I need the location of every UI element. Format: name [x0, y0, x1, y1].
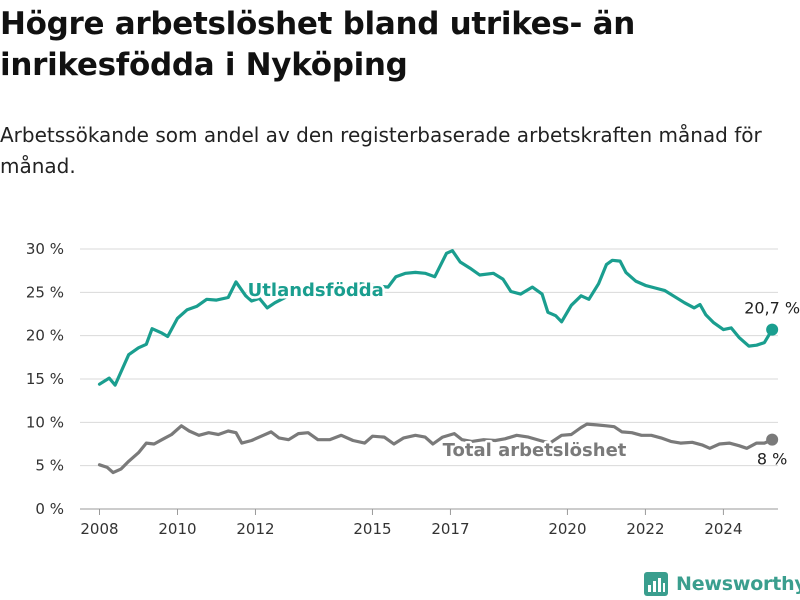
series-end-value-label: 8 %	[757, 450, 787, 469]
series-name-label: Total arbetslöshet	[443, 440, 627, 461]
series-line	[97, 422, 774, 475]
series-end-point	[766, 433, 779, 446]
x-tick-label: 2008	[80, 520, 118, 538]
chart-subtitle: Arbetssökande som andel av den registerb…	[0, 123, 762, 178]
newsworthy-logo: Newsworthy	[644, 568, 800, 600]
y-axis-ticks: 0 % 5 % 10 % 15 % 20 % 25 % 30 %	[26, 240, 64, 518]
x-tick-label: 2020	[548, 520, 586, 538]
x-tick-label: 2012	[236, 520, 274, 538]
series-end-point	[766, 323, 779, 336]
series-labels: Utlandsfödda 20,7 % Total arbetslöshet 8 %	[245, 277, 800, 469]
series-end-value-label: 20,7 %	[744, 299, 800, 318]
x-tick-label: 2010	[158, 520, 196, 538]
y-tick-label: 10 %	[26, 413, 64, 431]
x-tick-label: 2015	[353, 520, 391, 538]
x-tick-label: 2022	[626, 520, 664, 538]
series-line	[97, 249, 774, 387]
series-lines	[97, 249, 779, 475]
series-name-label: Utlandsfödda	[248, 280, 384, 301]
bar-chart-logo-icon	[644, 572, 668, 596]
x-tick-label: 2024	[704, 520, 742, 538]
brand-name: Newsworthy	[676, 573, 800, 595]
x-tick-label: 2017	[431, 520, 469, 538]
y-tick-label: 25 %	[26, 283, 64, 301]
y-tick-label: 15 %	[26, 370, 64, 388]
y-gridlines	[80, 248, 778, 510]
chart-title: Högre arbetslöshet bland utrikes- än inr…	[0, 6, 636, 83]
x-axis-ticks: 2008 2010 2012 2015 2017 2020 2022 2024	[80, 509, 743, 538]
y-tick-label: 20 %	[26, 327, 64, 345]
y-tick-label: 30 %	[26, 240, 64, 258]
y-tick-label: 0 %	[35, 500, 64, 518]
y-tick-label: 5 %	[35, 457, 64, 475]
